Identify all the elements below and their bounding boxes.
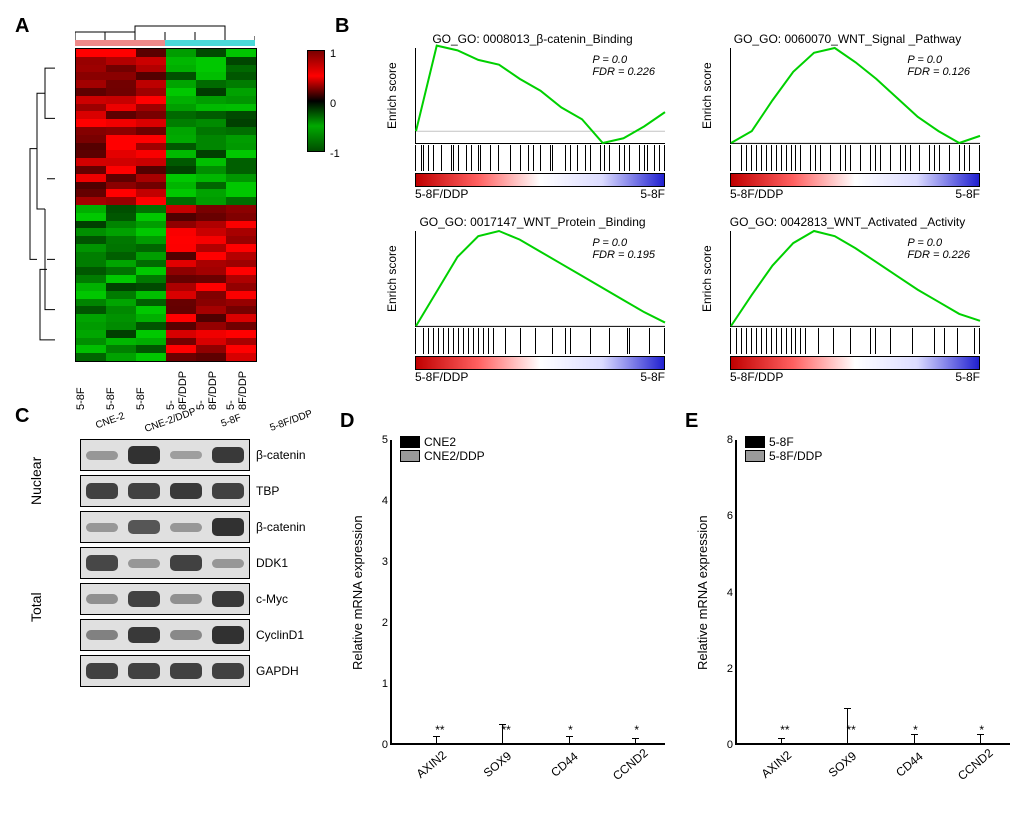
chart-xlabel: SOX9 — [813, 738, 873, 791]
gsea-title: GO_GO: 0042813_WNT_Activated _Activity — [715, 215, 980, 229]
gsea-axis-right: 5-8F — [640, 370, 665, 384]
group-bar-cell — [195, 40, 225, 46]
heatmap-col-label: 5-8F/DDP — [195, 362, 225, 410]
heatmap: 5-8F5-8F5-8F5-8F/DDP5-8F/DDP5-8F/DDP 1 0… — [55, 40, 275, 360]
gsea-title: GO_GO: 0017147_WNT_Protein _Binding — [400, 215, 665, 229]
chart-xlabel: CD44 — [534, 738, 594, 791]
gsea-plot: GO_GO: 0008013_β-catenin_BindingEnrich s… — [370, 32, 675, 209]
group-bar-cell — [165, 40, 195, 46]
panel-d-label: D — [340, 410, 354, 433]
wb-target-label: TBP — [256, 484, 279, 498]
significance-marker: * — [634, 723, 639, 737]
chart-xlabel: SOX9 — [468, 738, 528, 791]
wb-target-label: β-catenin — [256, 448, 306, 462]
wb-target-label: DDK1 — [256, 556, 288, 570]
group-bar-cell — [105, 40, 135, 46]
wb-lane-label: CNE-2/DDP — [144, 406, 198, 435]
gsea-axis-left: 5-8F/DDP — [730, 187, 783, 201]
gsea-plot: GO_GO: 0060070_WNT_Signal _PathwayEnrich… — [685, 32, 990, 209]
wb-target-label: c-Myc — [256, 592, 288, 606]
heatmap-col-label: 5-8F/DDP — [165, 362, 195, 410]
panel-e-label: E — [685, 410, 698, 433]
gsea-ylabel: Enrich score — [385, 231, 399, 326]
wb-blot — [80, 511, 250, 543]
chart-ylabel: Relative mRNA expression — [695, 440, 711, 745]
group-bar-cell — [225, 40, 255, 46]
gsea-axis-left: 5-8F/DDP — [415, 370, 468, 384]
gsea-plot: GO_GO: 0017147_WNT_Protein _BindingEnric… — [370, 215, 675, 392]
gsea-stats: P = 0.0FDR = 0.226 — [907, 237, 970, 261]
gsea-stats: P = 0.0FDR = 0.195 — [592, 237, 655, 261]
chart-xlabel: CCND2 — [945, 738, 1005, 791]
heatmap-col-label: 5-8F — [105, 362, 135, 410]
wb-section-label: Nuclear — [28, 448, 44, 514]
panel-a-label: A — [15, 15, 29, 38]
gsea-plot: GO_GO: 0042813_WNT_Activated _ActivityEn… — [685, 215, 990, 392]
panel-e: E Relative mRNA expression024685-8F5-8F/… — [685, 410, 1020, 800]
panel-c: C CNE-2CNE-2/DDP5-8F5-8F/DDPβ-cateninTBP… — [20, 410, 330, 800]
wb-target-label: CyclinD1 — [256, 628, 304, 642]
gsea-ylabel: Enrich score — [700, 231, 714, 326]
heatmap-col-label: 5-8F/DDP — [225, 362, 255, 410]
panel-b: B GO_GO: 0008013_β-catenin_BindingEnrich… — [340, 20, 1020, 400]
gsea-ylabel: Enrich score — [385, 48, 399, 143]
wb-blot — [80, 583, 250, 615]
panel-d: D Relative mRNA expression012345CNE2CNE2… — [340, 410, 675, 800]
wb-blot — [80, 547, 250, 579]
dendrogram-top — [75, 22, 255, 40]
heatmap-colorbar — [307, 50, 325, 152]
wb-blot — [80, 475, 250, 507]
chart-xlabel: CD44 — [879, 738, 939, 791]
wb-lane-label: 5-8F/DDP — [265, 407, 317, 435]
gsea-title: GO_GO: 0008013_β-catenin_Binding — [400, 32, 665, 46]
wb-lane-label: CNE-2 — [84, 407, 136, 435]
significance-marker: * — [568, 723, 573, 737]
significance-marker: * — [979, 723, 984, 737]
significance-marker: ** — [846, 723, 855, 737]
significance-marker: * — [913, 723, 918, 737]
wb-target-label: β-catenin — [256, 520, 306, 534]
gsea-stats: P = 0.0FDR = 0.226 — [592, 54, 655, 78]
significance-marker: ** — [780, 723, 789, 737]
gsea-axis-right: 5-8F — [955, 187, 980, 201]
gsea-ylabel: Enrich score — [700, 48, 714, 143]
significance-marker: ** — [501, 723, 510, 737]
gsea-stats: P = 0.0FDR = 0.126 — [907, 54, 970, 78]
wb-section-label: Total — [28, 520, 44, 694]
heatmap-col-label: 5-8F — [135, 362, 165, 410]
panel-a: A 5-8F5-8F5-8F5-8F/DDP5-8F/DDP5-8F/DDP 1… — [20, 20, 330, 400]
gsea-axis-right: 5-8F — [955, 370, 980, 384]
heatmap-col-label: 5-8F — [75, 362, 105, 410]
chart-xlabel: AXIN2 — [747, 738, 807, 791]
wb-lane-label: 5-8F — [206, 407, 258, 435]
wb-blot — [80, 655, 250, 687]
group-bar-cell — [135, 40, 165, 46]
wb-blot — [80, 439, 250, 471]
chart-xlabel: CCND2 — [600, 738, 660, 791]
wb-target-label: GAPDH — [256, 664, 299, 678]
panel-b-label: B — [335, 15, 349, 38]
chart-xlabel: AXIN2 — [402, 738, 462, 791]
gsea-title: GO_GO: 0060070_WNT_Signal _Pathway — [715, 32, 980, 46]
gsea-axis-left: 5-8F/DDP — [730, 370, 783, 384]
group-bar-cell — [75, 40, 105, 46]
chart-ylabel: Relative mRNA expression — [350, 440, 366, 745]
dendrogram-left — [25, 58, 55, 360]
panel-c-label: C — [15, 405, 29, 428]
wb-blot — [80, 619, 250, 651]
gsea-axis-right: 5-8F — [640, 187, 665, 201]
significance-marker: ** — [435, 723, 444, 737]
gsea-axis-left: 5-8F/DDP — [415, 187, 468, 201]
